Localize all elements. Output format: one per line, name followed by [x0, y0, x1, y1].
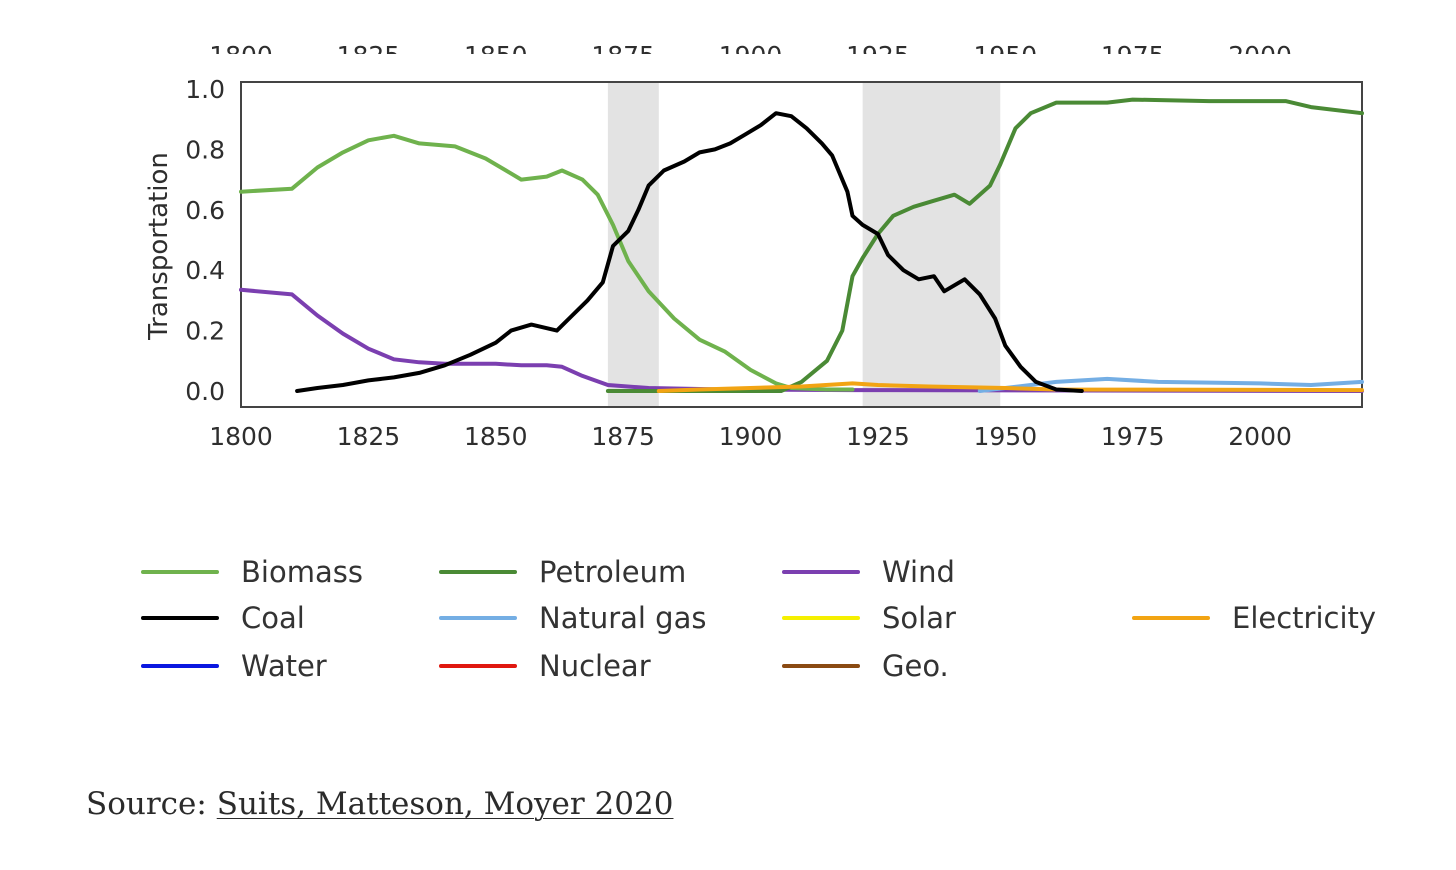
shaded-region-2: [862, 82, 1001, 407]
legend-label-coal: Coal: [241, 601, 305, 635]
legend-label-nuclear: Nuclear: [539, 649, 651, 683]
legend-label-natural-gas: Natural gas: [539, 601, 706, 635]
clipped-top-tick-1925: 1925: [846, 41, 910, 70]
y-tick-label: 0.2: [185, 317, 225, 346]
legend-label-geo: Geo.: [882, 649, 949, 683]
y-tick-labels: 0.0 0.2 0.4 0.6 0.8 1.0: [185, 75, 225, 406]
legend-entry-electricity: Electricity: [1132, 601, 1376, 635]
clipped-top-tick-2000: 2000: [1228, 41, 1292, 70]
legend-entry-biomass: Biomass: [141, 555, 363, 589]
x-tick-label-1950: 1950: [974, 422, 1038, 451]
source-prefix: Source:: [86, 786, 217, 822]
x-tick-label-1900: 1900: [719, 422, 783, 451]
legend-label-water: Water: [241, 649, 327, 683]
legend-label-solar: Solar: [882, 601, 956, 635]
clipped-top-tick-1825: 1825: [337, 41, 401, 70]
clipped-top-tick-labels: 1800 1825 1850 1875 1900 1925 1950 1975 2000: [209, 41, 1292, 70]
series-line-coal: [295, 111, 1084, 393]
x-tick-label-1975: 1975: [1101, 422, 1165, 451]
legend-entry-nuclear: Nuclear: [439, 649, 651, 683]
energy-transportation-chart: 1800 1825 1850 1875 1900 1925 1950 1975 2000 0.0…: [141, 41, 1376, 683]
legend-entry-coal: Coal: [141, 601, 305, 635]
x-tick-labels: 1800 1825 1850 1875 1900 1925 1950 1975 2000: [209, 422, 1292, 451]
legend-entry-wind: Wind: [782, 555, 955, 589]
series-lines: [239, 97, 1364, 393]
y-tick-label: 0.6: [185, 196, 225, 225]
y-tick-label: 0.0: [185, 377, 225, 406]
series-line-biomass: [239, 133, 855, 392]
clipped-top-tick-1875: 1875: [591, 41, 655, 70]
x-tick-label-1875: 1875: [591, 422, 655, 451]
legend-entry-petroleum: Petroleum: [439, 555, 686, 589]
clipped-top-tick-1950: 1950: [974, 41, 1038, 70]
source-link[interactable]: Suits, Matteson, Moyer 2020: [216, 786, 674, 822]
legend-label-biomass: Biomass: [241, 555, 363, 589]
y-tick-label: 1.0: [185, 75, 225, 104]
shaded-regions: [607, 82, 1001, 407]
y-tick-label: 0.4: [185, 256, 225, 285]
legend-entry-water: Water: [141, 649, 327, 683]
legend: Biomass Petroleum Wind Coal Natural gas Solar…: [141, 555, 1376, 683]
legend-entry-geo: Geo.: [782, 649, 949, 683]
x-tick-label-1850: 1850: [464, 422, 528, 451]
x-tick-label-1800: 1800: [209, 422, 273, 451]
x-tick-label-2000: 2000: [1228, 422, 1292, 451]
series-line-electricity: [656, 381, 1364, 393]
legend-label-wind: Wind: [882, 555, 955, 589]
source-caption: Source: Suits, Matteson, Moyer 2020: [86, 786, 673, 822]
legend-label-petroleum: Petroleum: [539, 555, 686, 589]
clipped-top-tick-1800: 1800: [209, 41, 273, 70]
legend-entry-solar: Solar: [782, 601, 956, 635]
series-line-wind: [239, 287, 1364, 393]
series-line-petroleum: [605, 97, 1364, 393]
clipped-top-tick-1975: 1975: [1101, 41, 1165, 70]
x-tick-label-1925: 1925: [846, 422, 910, 451]
y-tick-label: 0.8: [185, 135, 225, 164]
x-tick-label-1825: 1825: [337, 422, 401, 451]
clipped-top-tick-1850: 1850: [464, 41, 528, 70]
legend-label-electricity: Electricity: [1232, 601, 1376, 635]
legend-entry-natural-gas: Natural gas: [439, 601, 706, 635]
clipped-top-tick-1900: 1900: [719, 41, 783, 70]
plot-frame: [240, 81, 1363, 408]
y-axis-title: Transportation: [144, 152, 174, 341]
